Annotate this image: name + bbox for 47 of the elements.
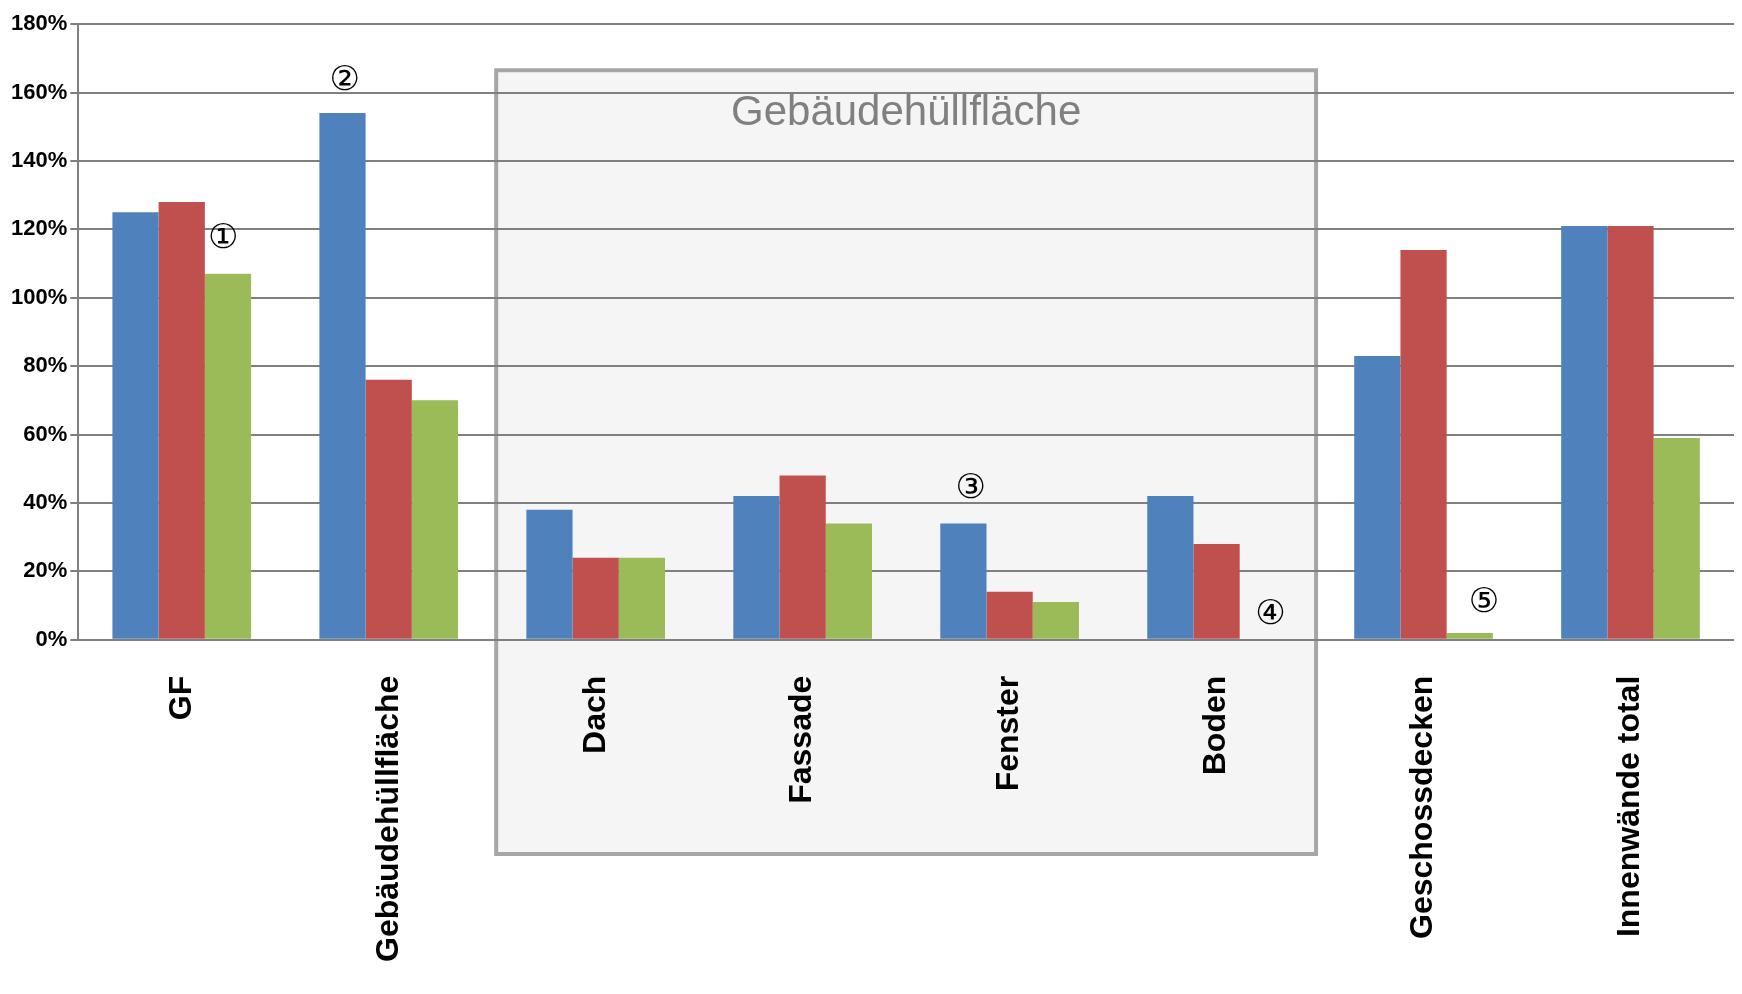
bar [1446,632,1493,639]
y-tick-label: 0% [35,625,68,651]
bar [986,591,1033,639]
band-label: Gebäudehüllfläche [730,86,1082,134]
bar [1147,496,1194,639]
y-tick-label: 80% [23,352,68,378]
bar [1193,543,1240,639]
bar [779,475,826,639]
y-tick-label: 120% [10,215,68,241]
bar [1561,225,1608,639]
annotation: ⑤ [1468,580,1500,621]
x-tick-label: Innenwände total [1610,675,1647,938]
annotation: ③ [955,466,986,507]
bar [411,400,459,639]
x-tick-label: Gebäudehüllfläche [368,675,405,962]
bar [940,523,987,639]
bar [319,113,366,639]
annotation: ② [329,58,361,99]
bar [572,557,619,639]
bar [1653,437,1700,639]
y-tick-label: 20% [23,557,68,583]
bar [158,202,205,639]
bar [1400,249,1447,639]
y-tick-label: 180% [10,10,68,36]
x-tick-label: Fassade [782,675,819,804]
bar [204,273,252,639]
annotation: ④ [1255,591,1286,632]
bar [1032,602,1079,639]
y-tick-label: 60% [23,420,68,446]
x-tick-label: GF [161,675,198,721]
y-tick-label: 140% [10,147,68,173]
bar [112,212,159,639]
y-tick-label: 160% [10,78,68,104]
bar [1607,225,1654,639]
x-tick-label: Fenster [989,675,1026,792]
annotation: ① [208,216,239,257]
y-tick-label: 40% [23,489,68,514]
x-tick-label: Dach [575,675,612,754]
y-tick-label: 100% [10,283,68,309]
bar [618,557,666,639]
bar [526,509,573,639]
bar [365,379,412,639]
bar [1354,355,1401,639]
bar [825,523,872,639]
bar [733,496,780,639]
x-tick-label: Geschossdecken [1403,675,1440,939]
x-tick-label: Boden [1196,675,1233,776]
